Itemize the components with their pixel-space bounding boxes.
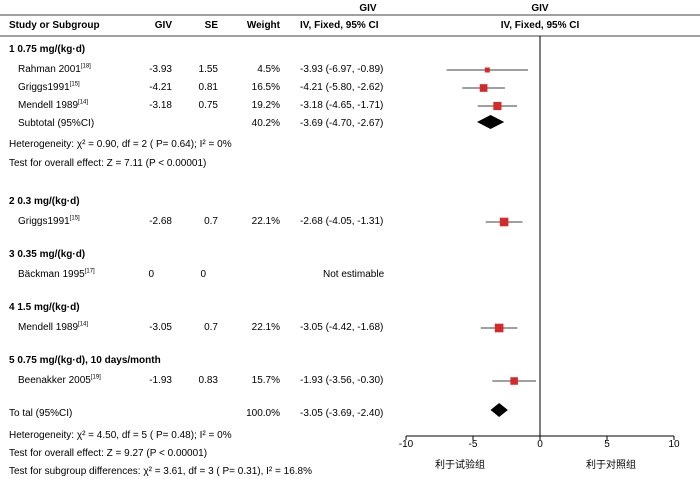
study-giv: -2.68 [149, 216, 172, 227]
pooled-diamond [490, 403, 508, 417]
subtotal-label: Subtotal (95%CI) [18, 118, 95, 129]
study-se: 0.81 [198, 82, 218, 93]
favours-control-label: 利于对照组 [586, 460, 636, 471]
group-1-label: 1 0.75 mg/(kg·d) [9, 44, 86, 55]
study-name: Beenakker 2005[19] [18, 374, 101, 386]
subgroup-differences-test: Test for subgroup differences: χ² = 3.61… [9, 466, 313, 477]
study-name: Mendell 1989[14] [18, 321, 89, 333]
study-ci: -3.93 (-6.97, -0.89) [300, 64, 384, 75]
plot-column-header: IV, Fixed, 95% CI [500, 20, 580, 31]
axis-tick-label: 0 [537, 439, 543, 450]
effect-square [493, 101, 502, 111]
group-4-label: 4 1.5 mg/(kg·d) [9, 302, 80, 313]
axis-tick-label: 5 [604, 439, 610, 450]
study-ci: -1.93 (-3.56, -0.30) [300, 375, 384, 386]
study-weight: 16.5% [251, 82, 280, 93]
total-weight: 100.0% [246, 408, 280, 419]
study-weight: 15.7% [251, 375, 280, 386]
study-giv: 0 [148, 269, 154, 280]
overall-heterogeneity: Heterogeneity: χ² = 4.50, df = 5 ( P= 0.… [9, 430, 232, 441]
effect-square [510, 377, 518, 385]
study-ci: Not estimable [323, 269, 385, 280]
study-ci: -2.68 (-4.05, -1.31) [300, 216, 384, 227]
effect-square [494, 323, 504, 333]
study-se: 0.75 [198, 100, 218, 111]
group-2-label: 2 0.3 mg/(kg·d) [9, 196, 80, 207]
study-column-header: Study or Subgroup [9, 20, 100, 31]
study-name: Bäckman 1995[17] [18, 268, 95, 280]
plot-column-title: GIV [531, 3, 549, 14]
group-1-overall-effect: Test for overall effect: Z = 7.11 (P < 0… [9, 158, 207, 169]
axis-tick-label: -10 [398, 439, 414, 450]
study-ci: -4.21 (-5.80, -2.62) [300, 82, 384, 93]
pooled-diamond [477, 115, 505, 129]
study-name: Mendell 1989[14] [18, 99, 89, 111]
study-weight: 19.2% [251, 100, 280, 111]
study-weight: 4.5% [257, 64, 280, 75]
effect-square [499, 217, 509, 227]
study-giv: -3.93 [149, 64, 172, 75]
giv-column-header: GIV [154, 20, 172, 31]
study-ci: -3.18 (-4.65, -1.71) [300, 100, 384, 111]
study-se: 0.83 [198, 375, 218, 386]
group-1-heterogeneity: Heterogeneity: χ² = 0.90, df = 2 ( P= 0.… [9, 139, 232, 150]
study-giv: -1.93 [149, 375, 172, 386]
study-name: Griggs1991[15] [18, 81, 80, 93]
axis-tick-label: 10 [668, 439, 680, 450]
study-name: Rahman 2001[18] [18, 63, 91, 75]
total-ci: -3.05 (-3.69, -2.40) [300, 408, 384, 419]
study-se: 0.7 [204, 322, 218, 333]
total-label: To tal (95%CI) [9, 408, 73, 419]
study-se: 1.55 [198, 64, 218, 75]
study-name: Griggs1991[15] [18, 215, 80, 227]
study-ci: -3.05 (-4.42, -1.68) [300, 322, 384, 333]
effect-square [484, 67, 490, 73]
study-weight: 22.1% [251, 322, 280, 333]
ci-column-header: IV, Fixed, 95% CI [300, 20, 379, 31]
subtotal-weight: 40.2% [251, 118, 280, 129]
study-giv: -3.18 [149, 100, 172, 111]
subtotal-ci: -3.69 (-4.70, -2.67) [300, 118, 384, 129]
effect-square [479, 84, 488, 92]
group-5-label: 5 0.75 mg/(kg·d), 10 days/month [9, 355, 161, 366]
study-se: 0.7 [204, 216, 218, 227]
study-giv: -4.21 [149, 82, 172, 93]
axis-tick-label: -5 [468, 439, 478, 450]
weight-column-header: Weight [246, 20, 280, 31]
group-3-label: 3 0.35 mg/(kg·d) [9, 249, 86, 260]
study-se: 0 [200, 269, 206, 280]
overall-effect-test: Test for overall effect: Z = 9.27 (P < 0… [9, 448, 208, 459]
study-weight: 22.1% [251, 216, 280, 227]
favours-experimental-label: 利于试验组 [435, 460, 485, 471]
ci-column-title: GIV [359, 3, 377, 14]
se-column-header: SE [204, 20, 218, 31]
study-giv: -3.05 [149, 322, 172, 333]
